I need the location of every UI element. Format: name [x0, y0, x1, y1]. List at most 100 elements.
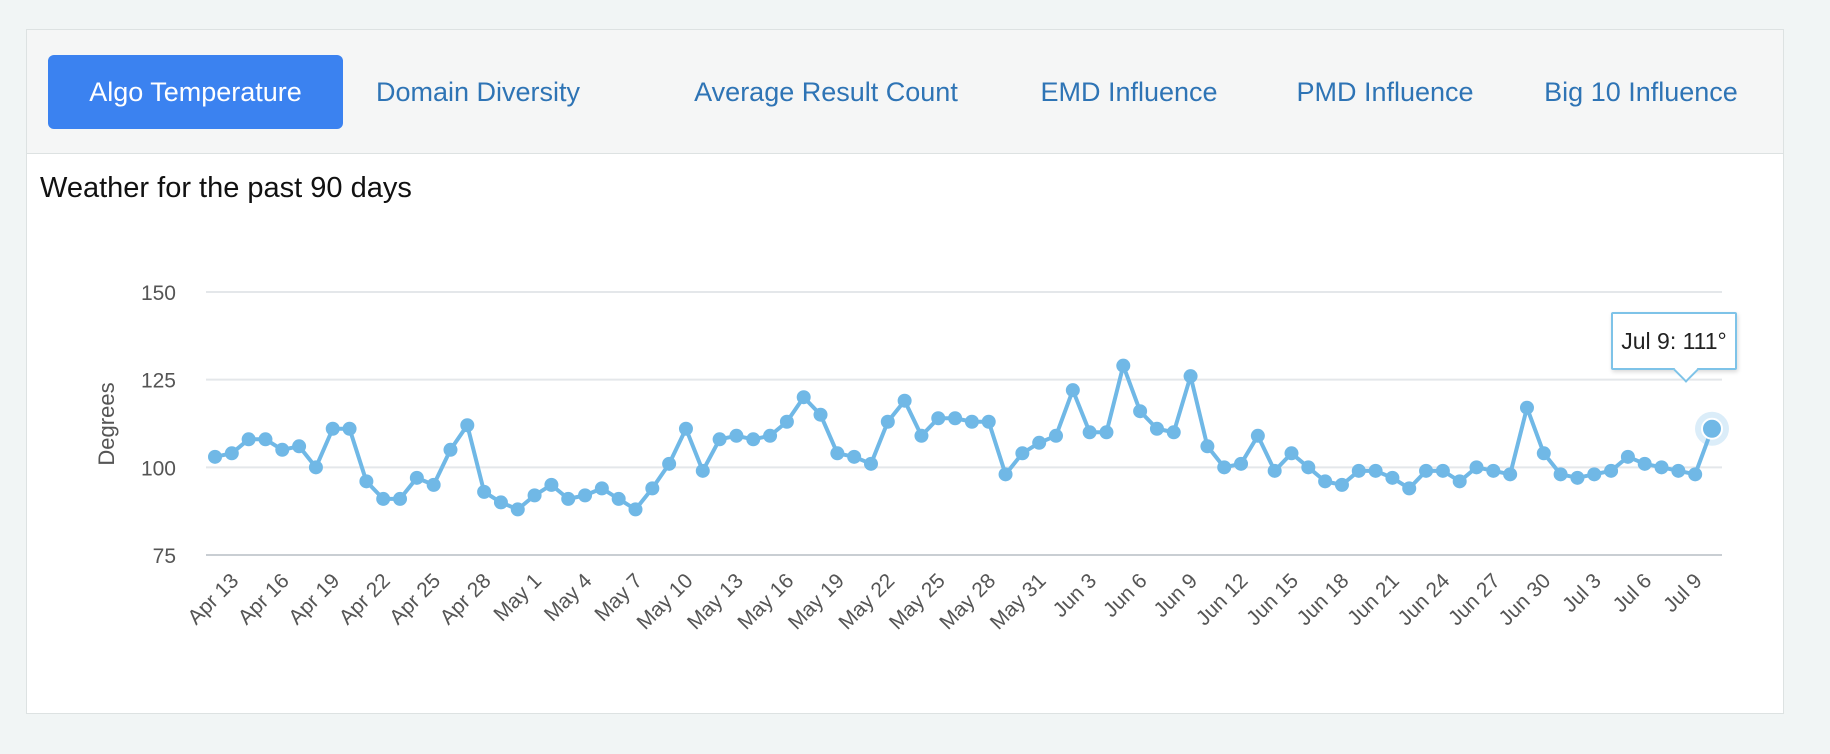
data-point [1469, 460, 1484, 475]
x-tick-label: Jul 9 [1659, 569, 1707, 617]
data-point [897, 393, 912, 408]
data-point [1519, 400, 1534, 415]
tab-emd-influence[interactable]: EMD Influence [1040, 77, 1218, 107]
data-point [964, 414, 979, 429]
data-point [998, 467, 1013, 482]
data-point [527, 488, 542, 503]
data-point [931, 411, 946, 426]
data-point [493, 495, 508, 510]
x-tick-label: Apr 13 [183, 569, 243, 629]
data-point [1284, 446, 1299, 461]
x-tick-label: Apr 19 [284, 569, 344, 629]
y-tick-label: 100 [141, 457, 176, 480]
x-tick-label: May 10 [633, 569, 698, 634]
data-point [1032, 435, 1047, 450]
data-point [544, 477, 559, 492]
y-axis-label: Degrees [94, 382, 119, 465]
data-point [426, 477, 441, 492]
data-point [880, 414, 895, 429]
data-point [1015, 446, 1030, 461]
tab-algo-temperature[interactable]: Algo Temperature [48, 55, 343, 129]
y-tick-label: 75 [153, 545, 176, 568]
data-point [1604, 463, 1619, 478]
data-point [578, 488, 593, 503]
data-point [258, 432, 273, 447]
data-point [847, 449, 862, 464]
data-point [1217, 460, 1232, 475]
chart-panel: Algo Temperature Domain Diversity Averag… [26, 29, 1784, 714]
chart-title: Weather for the past 90 days [40, 172, 412, 204]
data-point [224, 446, 239, 461]
data-point [830, 446, 845, 461]
data-point [1688, 467, 1703, 482]
data-point [729, 428, 744, 443]
y-tick-label: 125 [141, 370, 176, 393]
data-point [1149, 421, 1164, 436]
tab-pmd-influence[interactable]: PMD Influence [1296, 77, 1474, 107]
data-point [796, 390, 811, 405]
data-point [594, 481, 609, 496]
tab-bar: Algo Temperature Domain Diversity Averag… [27, 30, 1783, 154]
data-point [1099, 425, 1114, 440]
data-point [1166, 425, 1181, 440]
data-point [1301, 460, 1316, 475]
data-point [1082, 425, 1097, 440]
data-point [863, 456, 878, 471]
data-point [746, 432, 761, 447]
data-point [409, 470, 424, 485]
data-point [342, 421, 357, 436]
data-point [1654, 460, 1669, 475]
data-point [208, 449, 222, 464]
data-point [1200, 439, 1215, 454]
x-tick-label: May 1 [489, 569, 546, 626]
data-point [1267, 463, 1282, 478]
data-point [1419, 463, 1434, 478]
data-point [1620, 449, 1635, 464]
data-point [1318, 474, 1333, 489]
x-tick-label: May 16 [733, 569, 798, 634]
x-tick-label: Jun 3 [1049, 569, 1102, 622]
data-point [359, 474, 374, 489]
x-tick-label: Jul 6 [1609, 569, 1657, 617]
data-point [443, 442, 458, 457]
data-point [1503, 467, 1518, 482]
data-point [1368, 463, 1383, 478]
data-point [813, 407, 828, 422]
data-point [779, 414, 794, 429]
tab-average-result-count[interactable]: Average Result Count [694, 77, 958, 107]
data-point [1183, 369, 1198, 384]
x-tick-label: May 28 [935, 569, 1000, 634]
data-point [561, 491, 576, 506]
data-point [1536, 446, 1551, 461]
tab-domain-diversity[interactable]: Domain Diversity [375, 77, 581, 107]
x-tick-label: Jun 27 [1444, 569, 1505, 630]
x-tick-label: Apr 28 [436, 569, 496, 629]
x-tick-label: Jun 15 [1242, 569, 1303, 630]
data-point [763, 428, 778, 443]
x-tick-label: Apr 22 [335, 569, 395, 629]
data-point [695, 463, 710, 478]
x-tick-label: May 19 [784, 569, 849, 634]
data-point [662, 456, 677, 471]
x-tick-label: May 22 [834, 569, 899, 634]
x-tick-label: Jun 6 [1099, 569, 1152, 622]
data-point [1334, 477, 1349, 492]
tab-big-10-influence[interactable]: Big 10 Influence [1544, 77, 1738, 107]
data-point [241, 432, 256, 447]
data-point [1402, 481, 1417, 496]
data-point [1570, 470, 1585, 485]
x-tick-label: Apr 25 [385, 569, 445, 629]
data-point [275, 442, 290, 457]
data-point [981, 414, 996, 429]
data-point [678, 421, 693, 436]
data-point [1351, 463, 1366, 478]
data-point [477, 484, 492, 499]
data-point [1116, 358, 1131, 373]
data-point [1250, 428, 1265, 443]
data-point [376, 491, 391, 506]
data-point [1435, 463, 1450, 478]
data-point [393, 491, 408, 506]
data-point [1587, 467, 1602, 482]
x-tick-label: May 25 [885, 569, 950, 634]
